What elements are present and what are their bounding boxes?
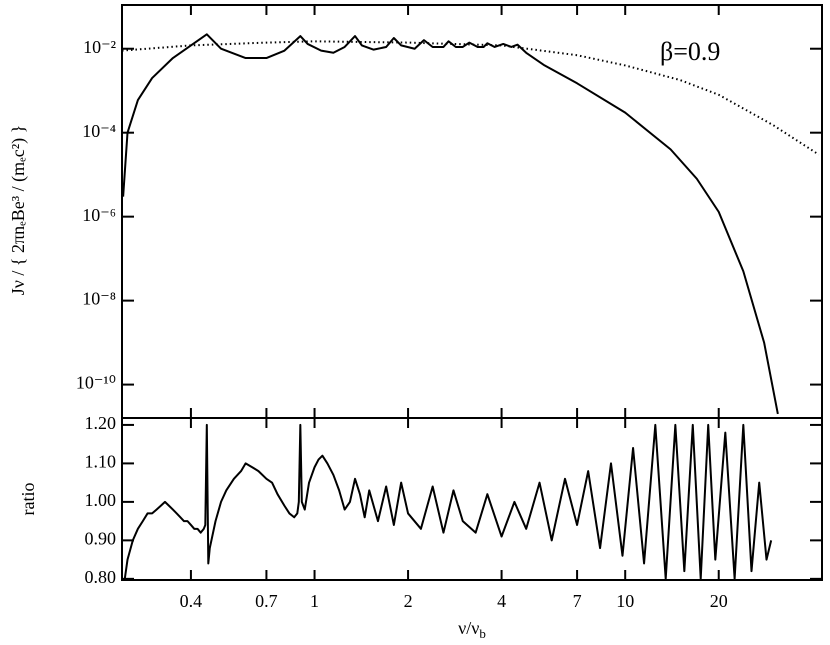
y-axis-label: Jν / { 2πnₑBe³ / (mₑc²) } (8, 125, 29, 296)
x-tick-label: 1 (310, 591, 319, 611)
x-tick-label: 10 (616, 591, 634, 611)
data-line (122, 33, 779, 415)
x-tick-label: 0.7 (255, 591, 278, 611)
y-tick-label: 10⁻⁴ (82, 121, 116, 141)
x-axis-label: ν/νb (458, 618, 486, 641)
y-tick-label: 10⁻² (83, 37, 116, 57)
y-tick-label: 10⁻⁸ (82, 289, 116, 309)
y-tick-label: 10⁻⁶ (82, 205, 116, 225)
y-tick-label: 1.00 (85, 490, 117, 510)
x-tick-label: 20 (710, 591, 728, 611)
data-line (123, 423, 773, 580)
x-tick-label: 0.4 (180, 591, 203, 611)
x-axis-label-main: ν/ν (458, 618, 479, 638)
plot-frame (121, 4, 823, 419)
y-tick-label: 10⁻¹⁰ (76, 373, 116, 393)
y-tick-label: 0.90 (85, 528, 117, 548)
x-tick-label: 7 (573, 591, 582, 611)
y-tick-label: 0.80 (85, 567, 117, 587)
x-tick-label: 4 (497, 591, 506, 611)
y-tick-label: 1.10 (85, 452, 117, 472)
x-tick-label: 2 (404, 591, 413, 611)
x-axis-label-subscript: b (479, 626, 486, 641)
annotation: β=0.9 (660, 37, 720, 66)
y-tick-label: 1.20 (85, 413, 117, 433)
plot-frame (121, 417, 823, 581)
y-axis-label: ratio (18, 483, 38, 516)
